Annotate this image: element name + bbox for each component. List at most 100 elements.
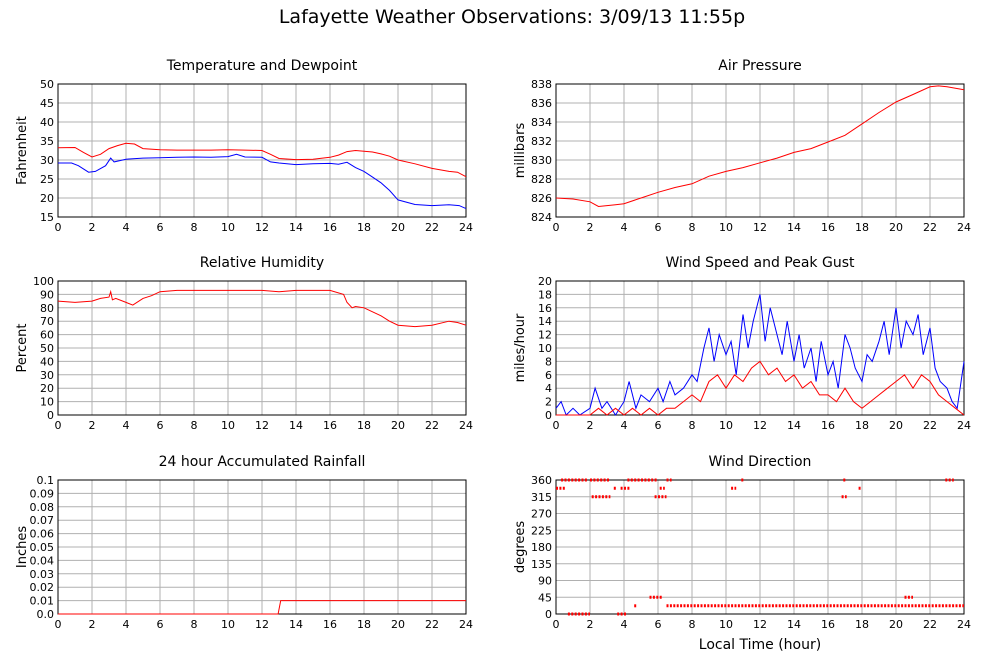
dir-ylabel: degrees [513,521,528,574]
temp-ytick-label: 40 [40,116,54,129]
wind-xtick-label: 4 [621,419,628,432]
press-ytick-label: 838 [531,78,552,91]
dir-xtick-label: 0 [553,618,560,631]
temp-ytick-label: 30 [40,154,54,167]
rh-ytick-label: 60 [40,329,54,342]
rain-ytick-label: 0.06 [30,528,55,541]
rh-xtick-label: 8 [191,419,198,432]
page-title: Lafayette Weather Observations: 3/09/13 … [278,6,746,28]
temp-xtick-label: 12 [255,221,269,234]
rh-xtick-label: 24 [459,419,473,432]
rh-series-0-line [57,289,467,328]
rain-xtick-label: 10 [221,618,235,631]
dir-xtick-label: 10 [719,618,733,631]
wind-ytick-label: 18 [538,288,552,301]
wind-xtick-label: 2 [587,419,594,432]
wind-ytick-label: 4 [545,382,552,395]
rain-xtick-label: 24 [459,618,473,631]
press-xtick-label: 2 [587,221,594,234]
wind-ytick-label: 12 [538,329,552,342]
rh-ytick-label: 90 [40,288,54,301]
dir-ytick-label: 360 [531,474,552,487]
press-xtick-label: 20 [889,221,903,234]
rain-xtick-label: 22 [425,618,439,631]
rh-xtick-label: 18 [357,419,371,432]
dir-ytick-label: 225 [531,524,552,537]
temp-series-1-line [58,153,467,210]
rain-xtick-label: 6 [157,618,164,631]
rain-ytick-label: 0.0 [37,608,55,621]
press-xtick-label: 22 [923,221,937,234]
press-ytick-label: 832 [531,135,552,148]
press-series-0-line [555,85,965,208]
wind-series-0-line [555,294,965,416]
rh-frame [57,280,467,416]
temp-xtick-label: 16 [323,221,337,234]
temp-ytick-label: 15 [40,211,54,224]
dir-ytick-label: 180 [531,541,552,554]
wind-ytick-label: 8 [545,355,552,368]
rh-xtick-label: 16 [323,419,337,432]
rh-xtick-label: 22 [425,419,439,432]
wind-xtick-label: 12 [753,419,767,432]
rh-ytick-label: 80 [40,302,54,315]
press-xtick-label: 18 [855,221,869,234]
wind-ytick-label: 16 [538,302,552,315]
temp-ytick-label: 50 [40,78,54,91]
rh-xtick-label: 14 [289,419,303,432]
press-ytick-label: 828 [531,173,552,186]
wind-xtick-label: 20 [889,419,903,432]
rain-title: 24 hour Accumulated Rainfall [159,454,366,470]
press-xtick-label: 8 [689,221,696,234]
dir-xtick-label: 12 [753,618,767,631]
temp-ytick-label: 25 [40,173,54,186]
wind-ytick-label: 2 [545,396,552,409]
rh-title: Relative Humidity [200,255,324,271]
rain-ytick-label: 0.04 [30,554,55,567]
wind-ytick-label: 6 [545,369,552,382]
temp-ytick-label: 45 [40,97,54,110]
press-xtick-label: 24 [957,221,971,234]
dir-ytick-label: 45 [538,591,552,604]
press-xtick-label: 4 [621,221,628,234]
wind-ytick-label: 0 [545,409,552,422]
wind-xtick-label: 22 [923,419,937,432]
rh-ytick-label: 30 [40,369,54,382]
press-ytick-label: 830 [531,154,552,167]
rh-ytick-label: 0 [47,409,54,422]
dir-ytick-label: 135 [531,558,552,571]
rain-ytick-label: 0.07 [30,514,55,527]
temp-frame [57,83,467,218]
press-ytick-label: 834 [531,116,552,129]
rain-ytick-label: 0.02 [30,581,55,594]
rain-series-0-line [58,600,466,615]
rain-xtick-label: 4 [123,618,130,631]
temp-xtick-label: 20 [391,221,405,234]
rain-ytick-label: 0.08 [30,501,55,514]
rain-ytick-label: 0.05 [30,541,55,554]
rain-xtick-label: 14 [289,618,303,631]
rh-xtick-label: 12 [255,419,269,432]
wind-xtick-label: 10 [719,419,733,432]
rh-ytick-label: 100 [33,275,54,288]
rain-xtick-label: 0 [55,618,62,631]
press-xtick-label: 0 [553,221,560,234]
dir-xtick-label: 2 [587,618,594,631]
rh-ylabel: Percent [15,324,30,373]
dir-ytick-label: 0 [545,608,552,621]
temp-ylabel: Fahrenheit [15,116,30,185]
dir-ytick-label: 270 [531,508,552,521]
dir-xtick-label: 22 [923,618,937,631]
wind-ylabel: miles/hour [513,313,528,382]
rh-ytick-label: 10 [40,396,54,409]
press-title: Air Pressure [718,58,801,74]
wind-xtick-label: 6 [655,419,662,432]
press-xtick-label: 14 [787,221,801,234]
rh-ytick-label: 40 [40,355,54,368]
press-xtick-label: 10 [719,221,733,234]
